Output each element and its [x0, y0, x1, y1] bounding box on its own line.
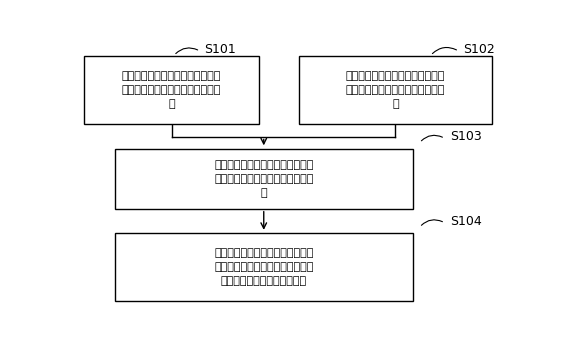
Text: S103: S103 — [450, 130, 482, 143]
Text: 确定通过指定监控报警框架收集到
指标数据的各个微服务的第一服务
名: 确定通过指定监控报警框架收集到 指标数据的各个微服务的第一服务 名 — [122, 71, 221, 109]
Bar — [114, 233, 413, 302]
Text: S101: S101 — [204, 43, 236, 56]
Bar — [299, 56, 492, 124]
Bar — [114, 149, 413, 209]
Text: 将第一服务名和第二服务名进行匹
配，确定发生变动的微服务的服务
名: 将第一服务名和第二服务名进行匹 配，确定发生变动的微服务的服务 名 — [214, 160, 314, 198]
Text: S102: S102 — [464, 43, 495, 56]
Text: S104: S104 — [450, 215, 482, 228]
Text: 确定在指定可视化工具中已存在监
控仪表盘的各个微服务的第二服务
名: 确定在指定可视化工具中已存在监 控仪表盘的各个微服务的第二服务 名 — [346, 71, 445, 109]
Text: 根据发生变动的微服务的服务名，
在指定可视化工具中对发生变动的
微服务的监控仪表盘进行处理: 根据发生变动的微服务的服务名， 在指定可视化工具中对发生变动的 微服务的监控仪表… — [214, 249, 314, 286]
Bar — [84, 56, 259, 124]
